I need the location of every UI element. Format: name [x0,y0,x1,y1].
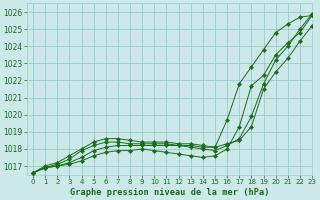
X-axis label: Graphe pression niveau de la mer (hPa): Graphe pression niveau de la mer (hPa) [70,188,269,197]
